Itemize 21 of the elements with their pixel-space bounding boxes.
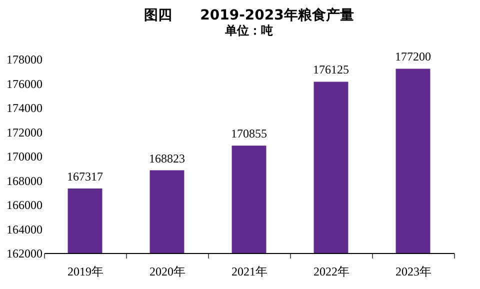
data-label: 168823	[149, 151, 185, 166]
x-tick-label: 2023年	[396, 264, 432, 278]
data-label: 177200	[395, 50, 431, 64]
x-tick-label: 2020年	[150, 264, 186, 278]
y-tick-label: 162000	[6, 246, 42, 260]
y-tick-label: 170000	[6, 150, 42, 164]
y-tick-label: 172000	[6, 125, 42, 140]
x-tick-label: 2022年	[314, 264, 350, 278]
y-tick-label: 168000	[6, 174, 42, 188]
data-label: 170855	[231, 126, 267, 141]
chart-subtitle: 单位：吨	[224, 24, 273, 38]
y-tick-label: 176000	[6, 76, 42, 91]
x-tick-label: 2021年	[232, 264, 268, 278]
chart-title: 图四 2019-2023年粮食产量	[144, 6, 354, 24]
data-label: 167317	[67, 170, 103, 184]
x-tick-label: 2019年	[68, 264, 104, 278]
y-tick-label: 174000	[6, 101, 42, 115]
data-label: 176125	[313, 62, 349, 77]
y-tick-label: 166000	[6, 198, 42, 212]
y-tick-label: 164000	[6, 222, 42, 236]
y-tick-label: 178000	[6, 52, 42, 66]
